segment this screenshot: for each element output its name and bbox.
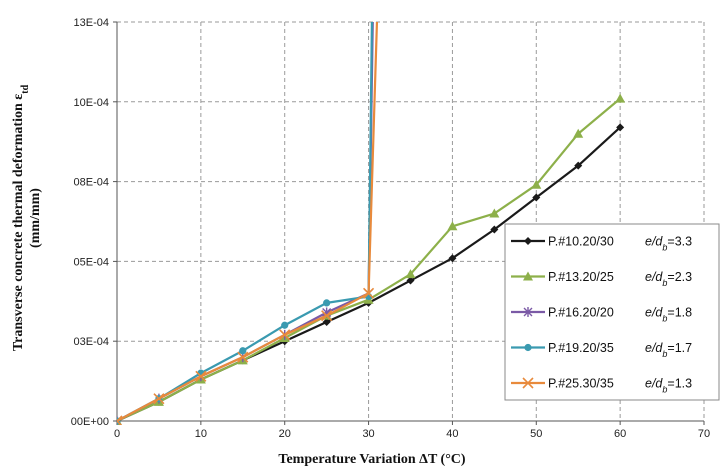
- data-point: [531, 179, 542, 189]
- y-axis-title: Transverse concrete thermal deformation …: [11, 84, 43, 351]
- legend-item: P.#19.20/35 e/db=1.7: [511, 341, 692, 359]
- legend-item: P.#25.30/35 e/db=1.3: [511, 377, 692, 395]
- data-point: [281, 321, 289, 329]
- data-point: [447, 221, 458, 231]
- data-point: [616, 123, 625, 132]
- data-point: [363, 287, 375, 299]
- y-tick-label: 00E+00: [71, 416, 109, 428]
- x-tick-label: 10: [195, 428, 207, 440]
- tick-labels: 0 10 20 30 40 50 60 70 00E+00 03E-04 05E-04 08E-04 1…: [71, 17, 710, 440]
- legend-ratio: e/db=1.3: [645, 377, 692, 395]
- data-point: [117, 415, 123, 425]
- legend-ratio: e/db=3.3: [645, 235, 692, 253]
- data-point: [195, 370, 207, 382]
- legend-item: P.#10.20/30 e/db=3.3: [511, 235, 692, 253]
- data-point: [322, 318, 331, 327]
- series-5: [117, 21, 379, 425]
- y-axis-title-subscript: td: [20, 84, 31, 93]
- legend-label: P.#13.20/25: [548, 270, 614, 284]
- legend-label: P.#25.30/35: [548, 377, 614, 391]
- data-point: [490, 225, 499, 234]
- svg-text:Transverse concrete thermal de: Transverse concrete thermal deformation …: [11, 84, 31, 351]
- data-point: [237, 351, 249, 363]
- data-point: [574, 161, 583, 170]
- y-tick-label: 03E-04: [74, 336, 109, 348]
- data-point: [323, 299, 331, 307]
- legend-label: P.#10.20/30: [548, 235, 614, 249]
- data-point: [448, 254, 457, 263]
- legend-label: P.#16.20/20: [548, 306, 614, 320]
- axes: [113, 21, 705, 425]
- legend: P.#10.20/30 e/db=3.3P.#13.20/25 e/db=2.3P.…: [504, 223, 720, 401]
- legend-ratio: e/db=1.8: [645, 306, 692, 324]
- legend-swatch-marker: [522, 377, 534, 389]
- legend-swatch-marker: [524, 343, 532, 352]
- legend-ratio: e/db=2.3: [645, 270, 692, 288]
- y-tick-label: 08E-04: [74, 177, 109, 189]
- x-axis-title: Temperature Variation ΔT (°C): [278, 452, 466, 467]
- data-point: [279, 329, 291, 341]
- x-tick-label: 60: [614, 428, 626, 440]
- x-tick-label: 20: [279, 428, 291, 440]
- x-tick-label: 40: [446, 428, 458, 440]
- data-point: [153, 393, 165, 405]
- y-tick-label: 10E-04: [74, 97, 109, 109]
- x-tick-label: 70: [698, 428, 710, 440]
- legend-swatch-marker: [524, 237, 532, 245]
- series-lines: [117, 21, 626, 425]
- data-point: [532, 193, 541, 202]
- legend-swatch-marker: [523, 271, 533, 281]
- legend-item: P.#13.20/25 e/db=2.3: [511, 270, 692, 288]
- series-3: [117, 21, 374, 425]
- y-axis-title-main: Transverse concrete thermal deformation …: [11, 94, 26, 351]
- y-tick-label: 05E-04: [74, 256, 109, 268]
- legend-item: P.#16.20/20 e/db=1.8: [511, 306, 692, 324]
- x-tick-label: 30: [362, 428, 374, 440]
- data-point: [573, 128, 584, 138]
- data-point: [489, 208, 500, 218]
- legend-swatch-marker: [523, 307, 533, 317]
- x-tick-label: 0: [114, 428, 120, 440]
- y-tick-label: 13E-04: [74, 17, 109, 29]
- series-line: [117, 21, 379, 422]
- legend-ratio: e/db=1.7: [645, 341, 692, 359]
- x-tick-label: 50: [530, 428, 542, 440]
- data-point: [406, 276, 415, 285]
- y-axis-title-units: (mm/mm): [28, 188, 43, 248]
- data-point: [239, 347, 247, 355]
- data-point: [321, 310, 333, 322]
- data-point: [615, 93, 626, 103]
- data-point: [405, 269, 416, 279]
- legend-label: P.#19.20/35: [548, 341, 614, 355]
